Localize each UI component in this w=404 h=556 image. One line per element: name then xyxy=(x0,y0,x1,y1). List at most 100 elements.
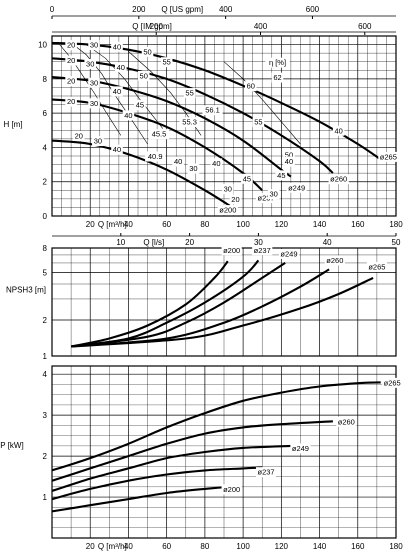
efficiency-label: 40 xyxy=(111,41,123,52)
efficiency-label-text: 30 xyxy=(94,137,102,146)
efficiency-label-bg xyxy=(111,86,123,97)
efficiency-label-text: 40 xyxy=(334,126,342,135)
mid-axis-m3h-tick-label: 120 xyxy=(275,220,289,229)
efficiency-label: 45 xyxy=(241,173,253,184)
npsh-curve-4 xyxy=(71,276,374,348)
efficiency-label-bg xyxy=(88,98,100,109)
efficiency-label-text: 20 xyxy=(75,131,83,140)
efficiency-label-text: 55.3 xyxy=(182,118,197,127)
power-curve-label: ø265 xyxy=(382,377,403,388)
bottom-axis-tick-label: 80 xyxy=(200,542,209,551)
efficiency-label-bg xyxy=(183,88,196,99)
efficiency-label-text: 40.9 xyxy=(148,152,163,161)
npsh-curve-label: ø237 xyxy=(252,245,273,256)
efficiency-label-text: 55 xyxy=(254,118,262,127)
efficiency-label: 55.3 xyxy=(179,117,200,128)
head-panel-frame xyxy=(51,35,397,217)
mid-axis-ls-tick-label: 10 xyxy=(116,238,125,247)
efficiency-label-bg xyxy=(134,100,146,111)
bottom-axis-tick-label: 120 xyxy=(275,542,289,551)
efficiency-label-text: 56.1 xyxy=(205,106,220,115)
efficiency-label-bg xyxy=(210,158,223,169)
npsh-curve-1 xyxy=(70,259,260,348)
efficiency-label: 55 xyxy=(160,57,173,68)
head-curve-label-bg xyxy=(328,174,349,185)
head-curve-label: ø237 xyxy=(255,193,277,204)
efficiency-label-text: 40 xyxy=(212,159,220,168)
efficiency-label-text: 30 xyxy=(270,190,278,199)
efficiency-label-text: 30 xyxy=(90,41,98,50)
mid-axis-m3h-title: Q [m³/h] xyxy=(98,220,127,229)
efficiency-label-bg xyxy=(202,105,223,116)
power-curve-label-bg xyxy=(382,377,403,388)
head-curve-label-text: ø237 xyxy=(257,194,274,203)
efficiency-label-bg xyxy=(122,110,135,121)
power-ytick-label: 1 xyxy=(43,493,48,502)
power-ylabel: P [kW] xyxy=(0,441,23,450)
efficiency-label-bg xyxy=(275,170,288,181)
efficiency-label-bg xyxy=(271,72,284,83)
power-curve-3 xyxy=(51,466,263,501)
efficiency-label: 50 xyxy=(283,149,295,160)
power-curve-label-bg xyxy=(255,467,277,478)
top-axis-us-tick-label: 600 xyxy=(306,5,320,14)
efficiency-label-bg xyxy=(160,57,173,68)
efficiency-label-text: 40 xyxy=(174,157,182,166)
npsh-curve-label-bg xyxy=(324,255,345,266)
efficiency-label-bg xyxy=(283,156,295,167)
efficiency-label-text: 30 xyxy=(86,59,94,68)
efficiency-unit-label: η [%] xyxy=(265,57,290,68)
efficiency-label-text: 20 xyxy=(67,97,75,106)
efficiency-label: 20 xyxy=(65,96,77,107)
efficiency-label-text: 30 xyxy=(90,99,98,108)
efficiency-label-text: 55 xyxy=(185,89,193,98)
efficiency-label: 20 xyxy=(229,194,242,205)
efficiency-label: 62 xyxy=(271,72,284,83)
efficiency-label: 30 xyxy=(88,77,100,88)
power-ytick-label: 4 xyxy=(43,370,48,379)
efficiency-label-text: 30 xyxy=(189,164,197,173)
efficiency-label-text: 20 xyxy=(67,77,75,86)
efficiency-label: 55 xyxy=(183,88,196,99)
efficiency-label: 50 xyxy=(141,46,154,57)
head-curve-label-bg xyxy=(217,205,238,216)
mid-axis-m3h-tick-label: 40 xyxy=(124,220,133,229)
efficiency-label-bg xyxy=(172,156,184,167)
power-curve-1 xyxy=(51,420,333,482)
head-curve-label-bg xyxy=(286,182,307,193)
efficiency-label-bg xyxy=(241,173,253,184)
npsh-curve-3 xyxy=(71,268,330,348)
mid-axis-m3h-tick-label: 160 xyxy=(351,220,365,229)
bottom-axis-tick-label: 60 xyxy=(162,542,171,551)
npsh-curve-label: ø265 xyxy=(366,261,387,272)
head-ytick-label: 0 xyxy=(43,212,48,221)
head-curve-label-text: ø249 xyxy=(288,183,305,192)
bottom-axis-tick-label: 40 xyxy=(124,542,133,551)
npsh-curve-label-bg xyxy=(252,245,273,256)
power-curve-label-text: ø265 xyxy=(384,378,401,387)
efficiency-label-bg xyxy=(65,76,77,87)
efficiency-label-text: 20 xyxy=(231,195,239,204)
efficiency-label-text: 45 xyxy=(243,174,251,183)
npsh-curve-label: ø249 xyxy=(278,248,300,259)
efficiency-label-bg xyxy=(88,40,100,51)
efficiency-label-text: 50 xyxy=(143,47,151,56)
efficiency-label: 20 xyxy=(65,76,77,87)
mid-axis-ls-title: Q [l/s] xyxy=(143,238,164,247)
power-ytick-label: 2 xyxy=(43,452,48,461)
mid-axis-m3h-tick-label: 100 xyxy=(236,220,250,229)
efficiency-label: 30 xyxy=(84,58,97,69)
top-axis-us-tick-label: 200 xyxy=(132,5,146,14)
head-ytick-label: 8 xyxy=(43,75,48,84)
mid-axis-ls-tick-label: 20 xyxy=(185,238,194,247)
power-curve-label-bg xyxy=(336,416,357,427)
head-curve-label: ø260 xyxy=(328,174,349,185)
npsh-curve-2 xyxy=(70,262,286,348)
top-axis-im-title: Q [IM gpm] xyxy=(132,22,172,31)
efficiency-line xyxy=(223,61,301,145)
npsh-ytick-label: 8 xyxy=(43,244,48,253)
mid-axis-m3h-tick-label: 80 xyxy=(200,220,209,229)
efficiency-label: 30 xyxy=(222,184,234,195)
head-ytick-label: 6 xyxy=(43,109,48,118)
